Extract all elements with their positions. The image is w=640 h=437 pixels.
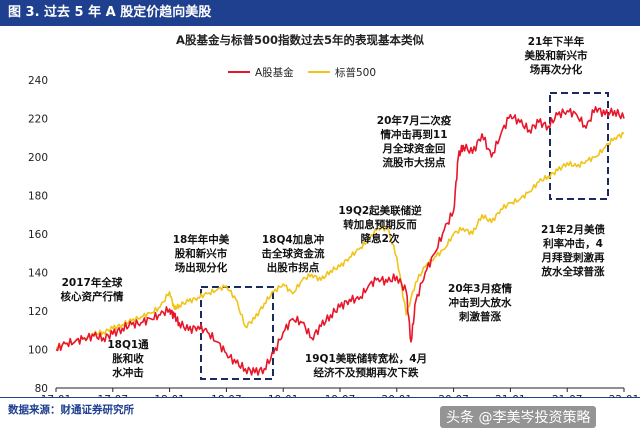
annotation-text: 2017年全球核心资产行情 (61, 276, 124, 303)
figure-title: 图 3. 过去 5 年 A 股定价趋向美股 (8, 5, 212, 20)
line-chart: A股基金与标普500指数过去5年的表现基本类似 80 100 120 140 160 18… (28, 33, 640, 397)
annotation-line: 20年7月二次疫 (377, 114, 452, 127)
annotation-line: 月全球资金回 (382, 142, 446, 155)
annotation-line: 利率冲击，4 (543, 237, 603, 250)
annotation-line: 转加息预期反而 (343, 218, 417, 231)
annotation-text: 21年下半年美股和新兴市场再次分化 (525, 35, 588, 76)
x-tick-label: 18-01 (154, 394, 185, 397)
highlight-box-2021 (549, 92, 609, 200)
y-tick-label: 240 (28, 75, 48, 87)
y-tick-label: 100 (28, 345, 48, 357)
y-tick-label: 160 (28, 229, 48, 241)
source-note: 数据来源：财通证券研究所 (8, 404, 134, 416)
annotation-line: 放水全球普涨 (541, 265, 605, 278)
watermark: 头条 @李美岑投资策略 (440, 406, 597, 428)
highlight-box-2018 (200, 286, 274, 380)
y-tick-label: 80 (35, 383, 48, 395)
annotation-line: 流股市大拐点 (383, 156, 446, 169)
annotation-line: 19Q2起美联储逆 (338, 204, 422, 217)
y-tick-label: 180 (28, 191, 48, 203)
annotation-line: 经济不及预期再次下跌 (314, 366, 419, 379)
x-tick-label: 21-07 (552, 394, 583, 397)
y-tick-label: 140 (28, 268, 48, 280)
annotation-text: 20年7月二次疫情冲击再到11 月全球资金回流股市大拐点 (377, 114, 452, 169)
annotation-line: 20年3月疫情 (448, 282, 512, 295)
legend-label: 标普500 (335, 66, 376, 79)
annotation-line: 降息2次 (361, 232, 400, 245)
x-tick-label: 17-01 (41, 394, 72, 397)
annotation-line: 冲击到大放水 (449, 296, 512, 309)
annotation-line: 核心资产行情 (61, 290, 124, 303)
x-tick-label: 18-07 (211, 394, 242, 397)
chart-title: A股基金与标普500指数过去5年的表现基本类似 (176, 33, 424, 47)
series-line-sp500 (55, 131, 625, 349)
y-tick-label: 120 (28, 306, 48, 318)
annotation-text: 19Q1美联储转宽松，4月经济不及预期再次下跌 (305, 352, 427, 379)
x-tick-label: 19-01 (268, 394, 299, 397)
series-line-a-share-fund (55, 106, 625, 376)
annotation-line: 刺激普涨 (458, 310, 501, 323)
annotation-line: 场出现分化 (175, 261, 228, 274)
annotation-text: 19Q2起美联储逆转加息预期反而降息2次 (338, 204, 422, 245)
annotation-line: 胀和收 (112, 352, 144, 365)
annotation-line: 2017年全球 (62, 276, 123, 289)
annotation-text: 18年年中美股和新兴市场出现分化 (173, 233, 230, 274)
x-tick-label: 20-01 (382, 394, 413, 397)
annotation-line: 19Q1美联储转宽松，4月 (305, 352, 427, 365)
annotation-line: 水冲击 (111, 366, 144, 379)
annotation-text: 20年3月疫情冲击到大放水刺激普涨 (448, 282, 512, 323)
annotation-line: 击全球资金流 (262, 247, 325, 260)
annotation-text: 18Q1通胀和收水冲击 (107, 339, 149, 379)
annotation-line: 21年下半年 (528, 35, 585, 48)
footer-rule (0, 397, 640, 398)
x-tick-label: 22-01 (609, 394, 640, 397)
annotation-text: 21年2月美债利率冲击，4 月拜登刺激再放水全球普涨 (541, 223, 606, 278)
annotation-line: 21年2月美债 (541, 223, 605, 236)
annotation-line: 18Q1通 (107, 339, 149, 351)
annotation-line: 出股市拐点 (267, 261, 320, 274)
annotation-line: 股和新兴市 (175, 247, 228, 260)
figure-header: 图 3. 过去 5 年 A 股定价趋向美股 (0, 0, 640, 26)
x-tick-label: 21-01 (495, 394, 526, 397)
x-tick-label: 17-07 (98, 394, 129, 397)
x-tick-label: 20-07 (438, 394, 469, 397)
annotation-line: 美股和新兴市 (525, 49, 588, 62)
y-tick-label: 200 (28, 152, 48, 164)
annotation-line: 月拜登刺激再 (541, 251, 605, 264)
y-tick-label: 220 (28, 114, 48, 126)
x-tick-label: 19-07 (325, 394, 356, 397)
annotation-line: 18年年中美 (173, 233, 230, 246)
legend-label: A股基金 (255, 66, 294, 79)
annotation-line: 场再次分化 (530, 63, 583, 76)
annotation-line: 情冲击再到11 (380, 128, 447, 141)
annotation-line: 18Q4加息冲 (262, 233, 324, 246)
annotation-text: 18Q4加息冲击全球资金流出股市拐点 (262, 233, 325, 274)
